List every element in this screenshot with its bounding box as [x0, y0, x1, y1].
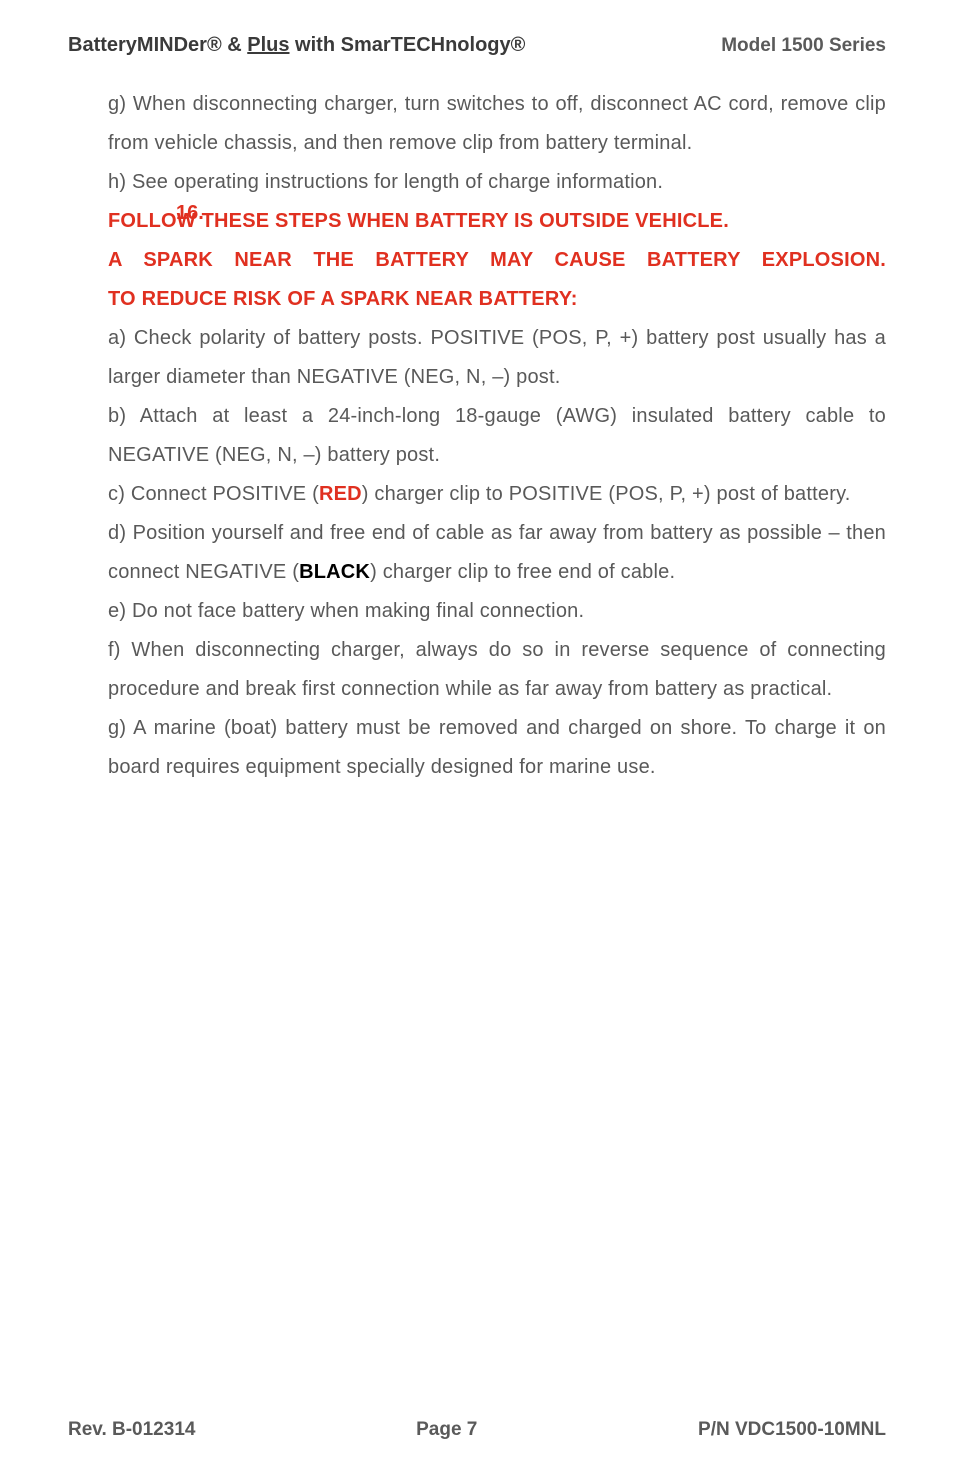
- footer-pn: P/N VDC1500-10MNL: [698, 1419, 886, 1441]
- brand-part2: SmarTECHnology: [341, 34, 511, 56]
- page-header: BatteryMINDer® & Plus with SmarTECHnolog…: [68, 34, 886, 57]
- plus-word: Plus: [247, 34, 289, 56]
- para-c-pre: c) Connect POSITIVE (: [108, 483, 319, 505]
- para-h-top: h) See operating instructions for length…: [108, 163, 886, 202]
- para-d-post: ) charger clip to free end of cable.: [370, 561, 675, 583]
- para-f: f) When disconnecting charger, always do…: [108, 631, 886, 709]
- para-b: b) Attach at least a 24-inch-long 18-gau…: [108, 397, 886, 475]
- para-d-black: BLACK: [299, 561, 370, 583]
- para-g-bottom: g) A marine (boat) battery must be remov…: [108, 709, 886, 787]
- item-16-line3: TO REDUCE RISK OF A SPARK NEAR BATTERY:: [108, 280, 886, 319]
- main-content: g) When disconnecting charger, turn swit…: [68, 85, 886, 787]
- footer-rev: Rev. B-012314: [68, 1419, 195, 1441]
- para-d: d) Position yourself and free end of cab…: [108, 514, 886, 592]
- item-16-number: 16.: [176, 202, 204, 225]
- item-16-line2: A SPARK NEAR THE BATTERY MAY CAUSE BATTE…: [108, 241, 886, 280]
- amp: &: [222, 34, 248, 56]
- header-brand: BatteryMINDer® & Plus with SmarTECHnolog…: [68, 34, 525, 57]
- para-g-top: g) When disconnecting charger, turn swit…: [108, 85, 886, 163]
- header-model: Model 1500 Series: [721, 35, 886, 57]
- para-a: a) Check polarity of battery posts. POSI…: [108, 319, 886, 397]
- with-word: with: [290, 34, 341, 56]
- para-c-red: RED: [319, 483, 362, 505]
- page-footer: Rev. B-012314 Page 7 P/N VDC1500-10MNL: [68, 1419, 886, 1441]
- section-16: 16. FOLLOW THESE STEPS WHEN BATTERY IS O…: [108, 202, 886, 319]
- reg-mark-1: ®: [207, 34, 222, 56]
- para-e: e) Do not face battery when making final…: [108, 592, 886, 631]
- reg-mark-2: ®: [511, 34, 526, 56]
- footer-page: Page 7: [416, 1419, 477, 1441]
- brand-part1: BatteryMINDer: [68, 34, 207, 56]
- para-c: c) Connect POSITIVE (RED) charger clip t…: [108, 475, 886, 514]
- item-16-title: FOLLOW THESE STEPS WHEN BATTERY IS OUTSI…: [108, 202, 886, 241]
- para-c-post: ) charger clip to POSITIVE (POS, P, +) p…: [362, 483, 851, 505]
